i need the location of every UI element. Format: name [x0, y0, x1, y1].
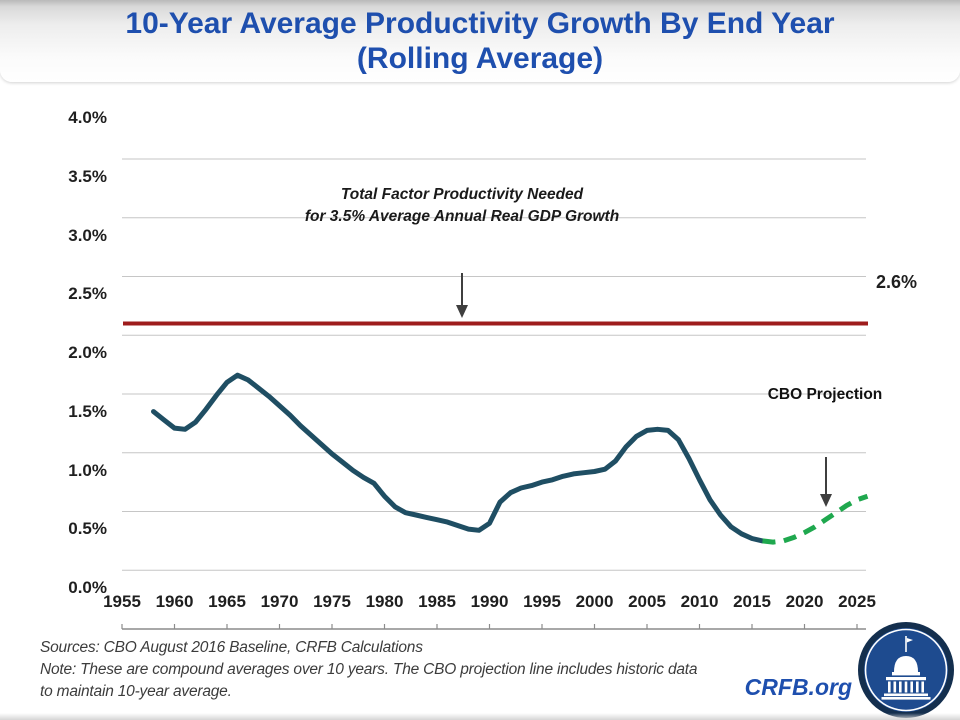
y-axis-tick-label: 3.5%	[68, 166, 107, 186]
y-axis-tick-label: 1.5%	[68, 401, 107, 421]
x-axis-tick-label: 1980	[365, 592, 404, 611]
sources-note: Sources: CBO August 2016 Baseline, CRFB …	[40, 637, 750, 703]
header-band: 10-Year Average Productivity Growth By E…	[0, 0, 960, 82]
chart-title-line1: 10-Year Average Productivity Growth By E…	[125, 7, 835, 40]
x-axis-tick-label: 1955	[103, 592, 141, 611]
capitol-icon	[858, 622, 954, 718]
y-axis-tick-label: 1.0%	[68, 460, 107, 480]
x-axis-tick-label: 2025	[838, 592, 876, 611]
historical-line	[151, 372, 765, 544]
cbo-projection-label: CBO Projection	[767, 386, 883, 403]
tfp-arrow	[456, 273, 468, 318]
chart-canvas	[121, 158, 869, 630]
x-axis-tick-label: 2010	[680, 592, 719, 611]
chart-title: 10-Year Average Productivity Growth By E…	[0, 6, 960, 76]
x-axis-tick-label: 1970	[260, 592, 299, 611]
chart-title-line2: (Rolling Average)	[356, 42, 604, 75]
note-line2: to maintain 10-year average.	[40, 683, 232, 700]
target-line-value-label: 2.6%	[876, 271, 918, 292]
projection-line	[762, 493, 869, 545]
cbo-arrow	[820, 457, 832, 507]
bottom-fade	[0, 713, 960, 720]
sources-line: Sources: CBO August 2016 Baseline, CRFB …	[40, 639, 423, 656]
tfp-annotation-line2: for 3.5% Average Annual Real GDP Growth	[304, 208, 620, 225]
x-axis-tick-label: 1975	[313, 592, 351, 611]
y-axis-tick-label: 3.0%	[68, 225, 107, 245]
x-axis-tick-label: 1985	[418, 592, 456, 611]
x-axis-tick-label: 1995	[523, 592, 561, 611]
x-axis-tick-label: 1990	[470, 592, 509, 611]
x-axis-tick-label: 2015	[733, 592, 771, 611]
crfb-logo	[858, 622, 954, 718]
y-axis-tick-label: 2.0%	[68, 343, 107, 362]
y-axis-tick-label: 2.5%	[68, 284, 107, 304]
note-line1: Note: These are compound averages over 1…	[40, 661, 698, 678]
x-axis-tick-label: 1965	[208, 592, 246, 611]
plot-area	[0, 82, 960, 630]
tfp-annotation: Total Factor Productivity Needed for 3.5…	[212, 184, 712, 228]
y-axis-tick-label: 4.0%	[68, 108, 107, 127]
x-axis-tick-label: 1960	[155, 592, 194, 611]
y-axis-tick-label: 0.5%	[68, 519, 107, 539]
x-axis-tick-label: 2005	[628, 592, 666, 611]
x-axis-tick-label: 2020	[785, 592, 824, 611]
crfb-brand: CRFB.org	[744, 674, 852, 700]
tfp-annotation-line1: Total Factor Productivity Needed	[340, 186, 584, 203]
x-axis-tick-label: 2000	[575, 592, 614, 611]
y-axis-tick-label: 0.0%	[68, 578, 107, 597]
